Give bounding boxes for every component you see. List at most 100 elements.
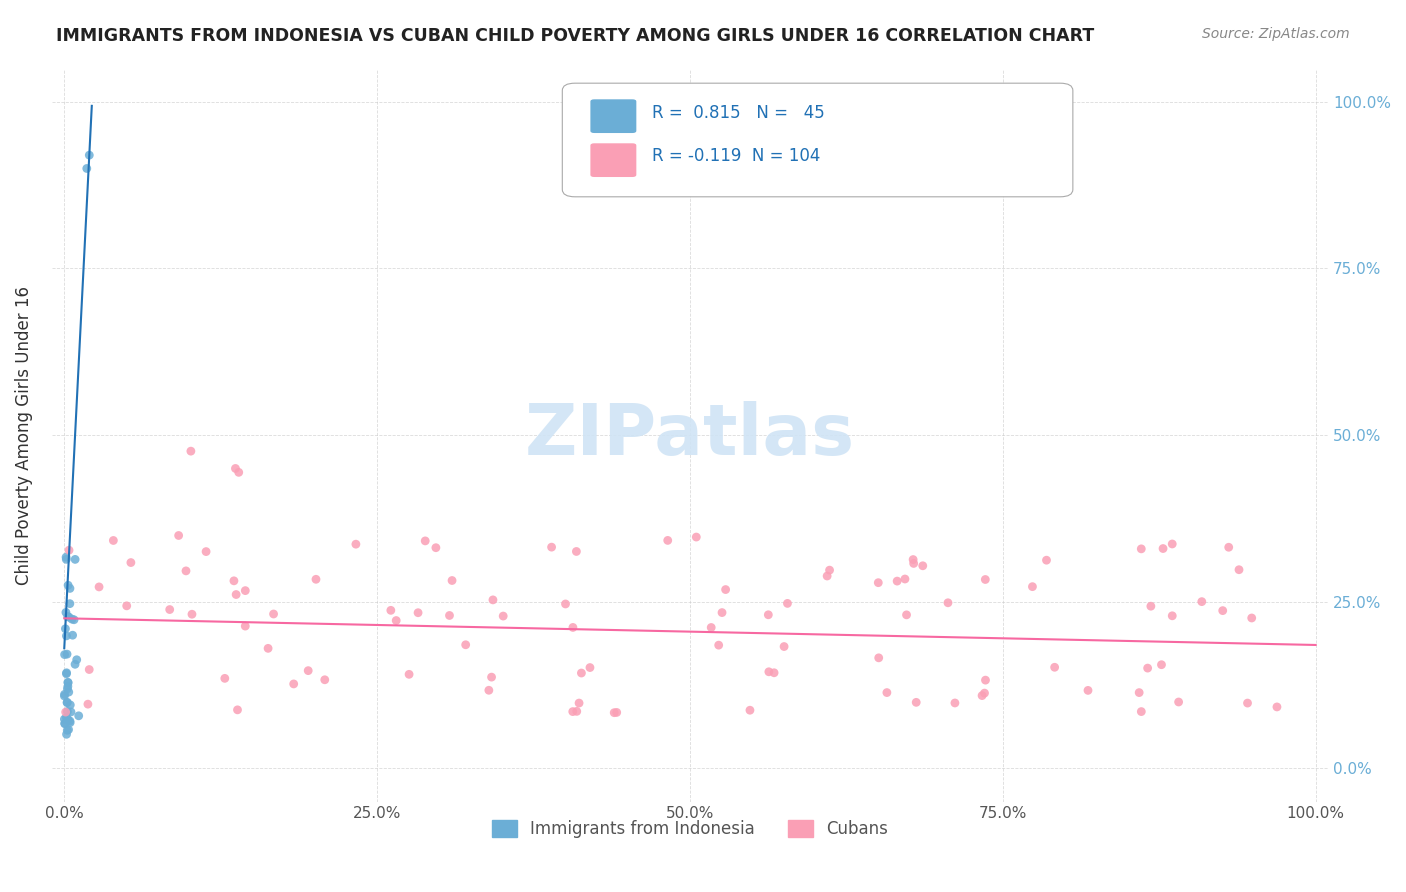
Point <box>1161 608 1184 623</box>
Point <box>63 552 86 566</box>
Point <box>87 580 110 594</box>
Point <box>56 695 79 709</box>
Point <box>1035 553 1057 567</box>
Point <box>77 663 100 677</box>
Point <box>56 675 79 690</box>
Point <box>756 607 779 622</box>
Point <box>1077 683 1099 698</box>
Point <box>773 640 796 654</box>
Point <box>53 689 76 703</box>
Point <box>181 607 204 622</box>
Point <box>58 723 80 737</box>
Point <box>911 558 934 573</box>
Point <box>55 666 77 681</box>
Point <box>901 552 924 566</box>
Point <box>1212 604 1234 618</box>
Point <box>55 705 77 719</box>
Point <box>707 638 730 652</box>
Point <box>222 574 245 588</box>
Point <box>1236 696 1258 710</box>
Point <box>571 666 593 681</box>
Point <box>657 533 679 548</box>
Point <box>700 620 723 634</box>
Point <box>896 607 918 622</box>
Point <box>66 653 89 667</box>
Point <box>305 572 328 586</box>
FancyBboxPatch shape <box>591 99 637 133</box>
Point <box>58 610 80 624</box>
Point <box>554 597 576 611</box>
Point <box>115 599 138 613</box>
Point <box>55 552 77 566</box>
Point <box>868 575 890 590</box>
Point <box>1136 661 1159 675</box>
Point <box>297 664 319 678</box>
Point <box>314 673 336 687</box>
Point <box>59 705 82 719</box>
Point <box>758 665 780 679</box>
Point <box>1021 580 1043 594</box>
Point <box>943 696 966 710</box>
Point <box>159 602 181 616</box>
Point <box>79 148 101 162</box>
Point <box>53 716 76 731</box>
Point <box>1130 705 1153 719</box>
Point <box>55 606 77 620</box>
Point <box>903 557 925 571</box>
Point <box>413 533 436 548</box>
Point <box>180 444 202 458</box>
Point <box>561 705 583 719</box>
Point <box>56 681 79 696</box>
Point <box>56 578 79 592</box>
Point <box>603 706 626 720</box>
Point <box>55 665 77 680</box>
Point <box>439 608 461 623</box>
Point <box>1043 660 1066 674</box>
Point <box>1227 563 1250 577</box>
Point <box>257 641 280 656</box>
Point <box>56 675 79 690</box>
Point <box>55 550 77 565</box>
Point <box>714 582 737 597</box>
Point <box>738 703 761 717</box>
Point <box>103 533 125 548</box>
Point <box>53 716 76 731</box>
Point <box>1240 611 1263 625</box>
Point <box>776 596 799 610</box>
Point <box>58 543 80 558</box>
Point <box>568 696 591 710</box>
Point <box>905 695 928 709</box>
Point <box>55 710 77 724</box>
Point <box>59 597 82 611</box>
Point <box>56 723 79 738</box>
Point <box>53 648 76 662</box>
Point <box>56 696 79 710</box>
Point <box>60 612 83 626</box>
Point <box>398 667 420 681</box>
Point <box>59 582 82 596</box>
Point <box>406 606 429 620</box>
Text: R =  0.815   N =   45: R = 0.815 N = 45 <box>651 103 824 121</box>
Point <box>55 727 77 741</box>
Point <box>565 544 588 558</box>
Point <box>1218 541 1240 555</box>
Point <box>815 569 838 583</box>
Point <box>56 679 79 693</box>
Point <box>876 685 898 699</box>
Point <box>226 703 249 717</box>
Point <box>1130 541 1153 556</box>
Text: Source: ZipAtlas.com: Source: ZipAtlas.com <box>1202 27 1350 41</box>
Point <box>579 660 602 674</box>
Point <box>868 650 890 665</box>
Point <box>120 556 142 570</box>
Point <box>454 638 477 652</box>
Point <box>936 596 959 610</box>
Point <box>224 461 246 475</box>
Point <box>380 603 402 617</box>
Point <box>195 544 218 558</box>
Point <box>478 683 501 698</box>
Point <box>53 687 76 701</box>
Point <box>970 689 993 703</box>
Point <box>228 466 250 480</box>
FancyBboxPatch shape <box>562 83 1073 197</box>
